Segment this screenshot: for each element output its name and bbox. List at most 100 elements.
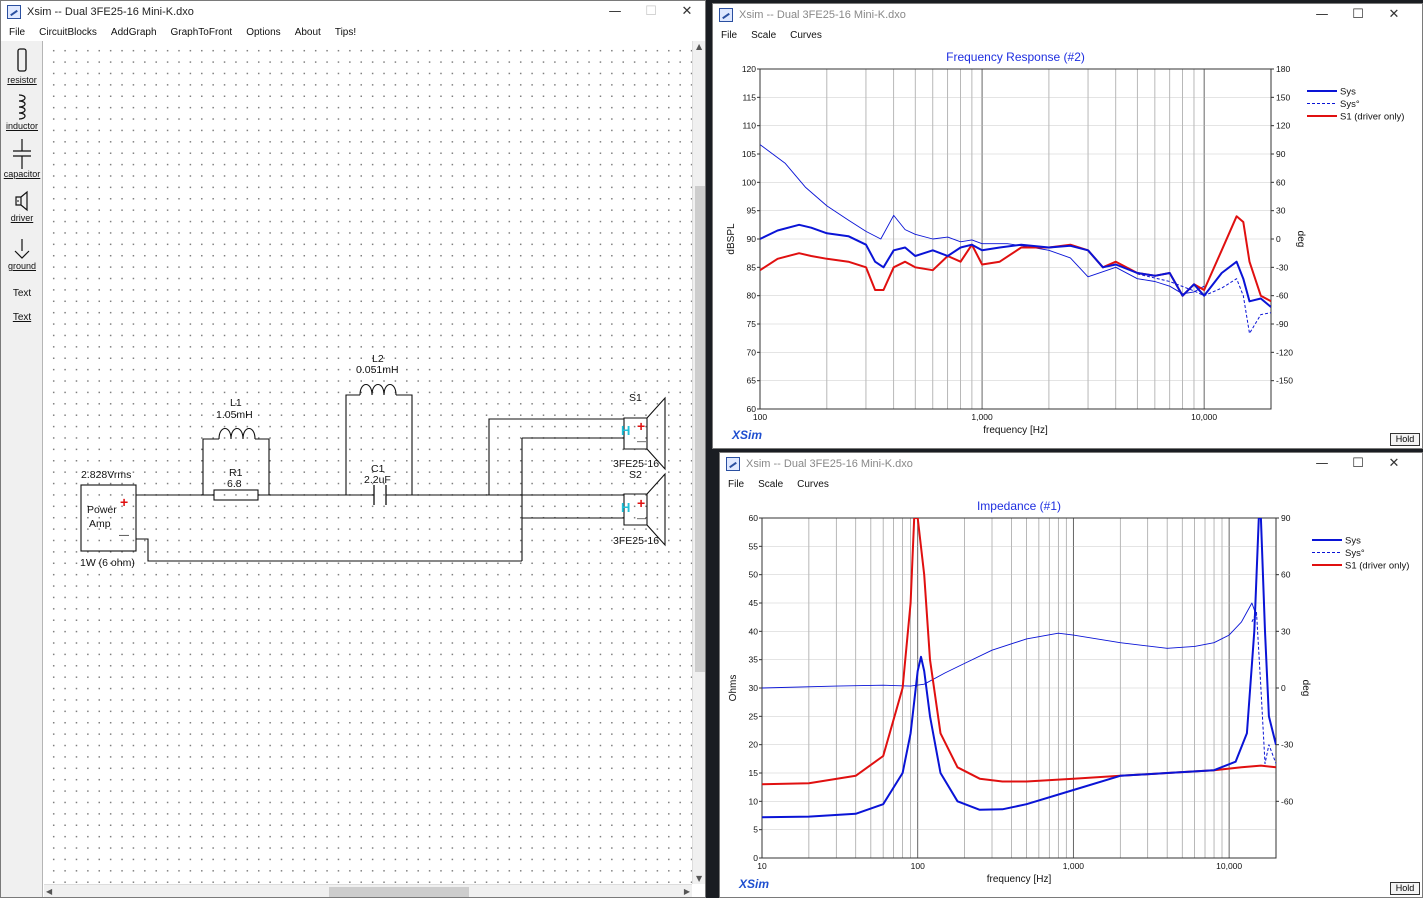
y2-tick-label: -30 <box>1276 262 1289 272</box>
vertical-scroll-thumb[interactable] <box>695 186 705 672</box>
r1-value: 6.8 <box>227 478 242 490</box>
vertical-scrollbar[interactable]: ▲ ▼ <box>692 41 705 884</box>
scroll-down-icon[interactable]: ▼ <box>696 874 703 883</box>
freq-menubar: File Scale Curves <box>713 26 1422 44</box>
close-icon[interactable]: ✕ <box>1388 7 1400 22</box>
y-tick-label: 65 <box>747 376 757 386</box>
palette-ground[interactable]: ground <box>1 237 43 271</box>
menu-options[interactable]: Options <box>246 26 281 38</box>
palette-capacitor[interactable]: capacitor <box>1 139 43 179</box>
xsim-app-icon <box>726 457 740 471</box>
freq-menu-curves[interactable]: Curves <box>790 29 822 41</box>
y-tick-label: 20 <box>749 740 759 750</box>
series-line-sys <box>760 223 1271 308</box>
palette-text[interactable]: Text <box>12 288 32 299</box>
close-icon[interactable]: ✕ <box>681 4 693 19</box>
schematic-canvas[interactable]: 2.828Vrms Power Amp + — 1W (6 ohm) L1 1.… <box>44 41 692 884</box>
palette-text-underlined[interactable]: Text <box>12 312 32 323</box>
imp-menu-scale[interactable]: Scale <box>758 478 784 490</box>
xsim-app-icon <box>7 5 21 19</box>
close-icon[interactable]: ✕ <box>1388 456 1400 471</box>
c1-capacitor[interactable] <box>373 485 387 505</box>
series-line-s1-driver-only- <box>760 215 1271 303</box>
resistor-icon <box>17 48 27 72</box>
x-tick-label: 1,000 <box>971 412 993 422</box>
series-line-s1-driver-only- <box>762 518 1276 786</box>
scroll-up-icon[interactable]: ▲ <box>696 42 703 51</box>
menu-about[interactable]: About <box>294 26 321 38</box>
freq-menu-file[interactable]: File <box>721 29 738 41</box>
s1-h-marker: H <box>621 423 630 438</box>
palette-resistor-label: resistor <box>7 75 37 85</box>
y2-tick-label: -60 <box>1276 291 1289 301</box>
imp-hold-button[interactable]: Hold <box>1390 882 1420 895</box>
c1-value: 2.2uF <box>364 474 391 486</box>
y2-tick-label: 0 <box>1281 683 1286 693</box>
maximize-icon[interactable]: ☐ <box>1352 7 1364 22</box>
y-axis-label: Ohms <box>728 675 739 702</box>
minimize-icon[interactable]: — <box>1315 456 1329 471</box>
xsim-app-icon <box>719 8 733 22</box>
scroll-right-icon[interactable]: ▶ <box>683 887 690 896</box>
l1-inductor[interactable] <box>218 427 256 440</box>
y2-axis-label: deg <box>1295 231 1306 248</box>
y-tick-label: 60 <box>747 404 757 414</box>
s1-name: S1 <box>629 392 642 404</box>
imp-menubar: File Scale Curves <box>720 475 1422 493</box>
amp-power-label: 1W (6 ohm) <box>80 557 135 569</box>
power-amp-block[interactable] <box>80 484 137 552</box>
chart-title: Frequency Response (#2) <box>946 50 1085 64</box>
palette-inductor-label: inductor <box>5 121 39 131</box>
menu-graphtofront[interactable]: GraphToFront <box>170 26 233 38</box>
y-tick-label: 55 <box>749 541 759 551</box>
maximize-icon[interactable]: ☐ <box>1352 456 1364 471</box>
imp-menu-file[interactable]: File <box>728 478 745 490</box>
y-tick-label: 5 <box>753 825 758 835</box>
menu-tips[interactable]: Tips! <box>334 26 357 38</box>
legend-label: S1 (driver only) <box>1340 112 1404 123</box>
y-axis-label: dBSPL <box>726 223 737 255</box>
palette-inductor[interactable]: inductor <box>1 93 43 131</box>
amp-name-line2: Amp <box>89 518 111 530</box>
s1-plus: + <box>637 418 645 434</box>
y-tick-label: 0 <box>753 853 758 863</box>
series-line-phase <box>760 144 1205 295</box>
y-tick-label: 80 <box>747 291 757 301</box>
horizontal-scrollbar[interactable]: ◀ ▶ <box>44 884 692 897</box>
r1-resistor[interactable] <box>213 489 259 501</box>
circuit-menubar: File CircuitBlocks AddGraph GraphToFront… <box>1 23 705 41</box>
capacitor-icon <box>13 139 31 169</box>
freq-menu-scale[interactable]: Scale <box>751 29 777 41</box>
maximize-icon[interactable]: ☐ <box>645 4 657 19</box>
y-tick-label: 25 <box>749 711 759 721</box>
r1-name: R1 <box>229 467 243 479</box>
x-tick-label: 100 <box>753 412 767 422</box>
c1-name: C1 <box>371 463 385 475</box>
y-tick-label: 50 <box>749 570 759 580</box>
palette-resistor[interactable]: resistor <box>1 47 43 85</box>
menu-file[interactable]: File <box>9 26 26 38</box>
x-tick-label: 1,000 <box>1063 861 1085 871</box>
y-tick-label: 110 <box>742 121 756 131</box>
menu-circuitblocks[interactable]: CircuitBlocks <box>39 26 97 38</box>
scroll-left-icon[interactable]: ◀ <box>46 887 53 896</box>
palette-driver[interactable]: driver <box>1 189 43 223</box>
y-tick-label: 45 <box>749 598 759 608</box>
imp-menu-curves[interactable]: Curves <box>797 478 829 490</box>
y2-tick-label: 30 <box>1281 626 1291 636</box>
l2-inductor[interactable] <box>359 383 397 396</box>
x-tick-label: 10,000 <box>1216 861 1242 871</box>
y2-tick-label: -30 <box>1281 740 1294 750</box>
menu-addgraph[interactable]: AddGraph <box>110 26 157 38</box>
minimize-icon[interactable]: — <box>1315 7 1329 22</box>
y2-tick-label: 0 <box>1276 234 1281 244</box>
y2-tick-label: 60 <box>1276 177 1286 187</box>
circuit-window: Xsim -- Dual 3FE25-16 Mini-K.dxo — ☐ ✕ F… <box>0 0 706 898</box>
y-tick-label: 85 <box>747 262 757 272</box>
freq-hold-button[interactable]: Hold <box>1390 433 1420 446</box>
y-tick-label: 35 <box>749 655 759 665</box>
minimize-icon[interactable]: — <box>608 4 622 19</box>
amp-plus: + <box>120 494 128 510</box>
horizontal-scroll-thumb[interactable] <box>329 887 469 897</box>
y2-tick-label: 60 <box>1281 570 1291 580</box>
